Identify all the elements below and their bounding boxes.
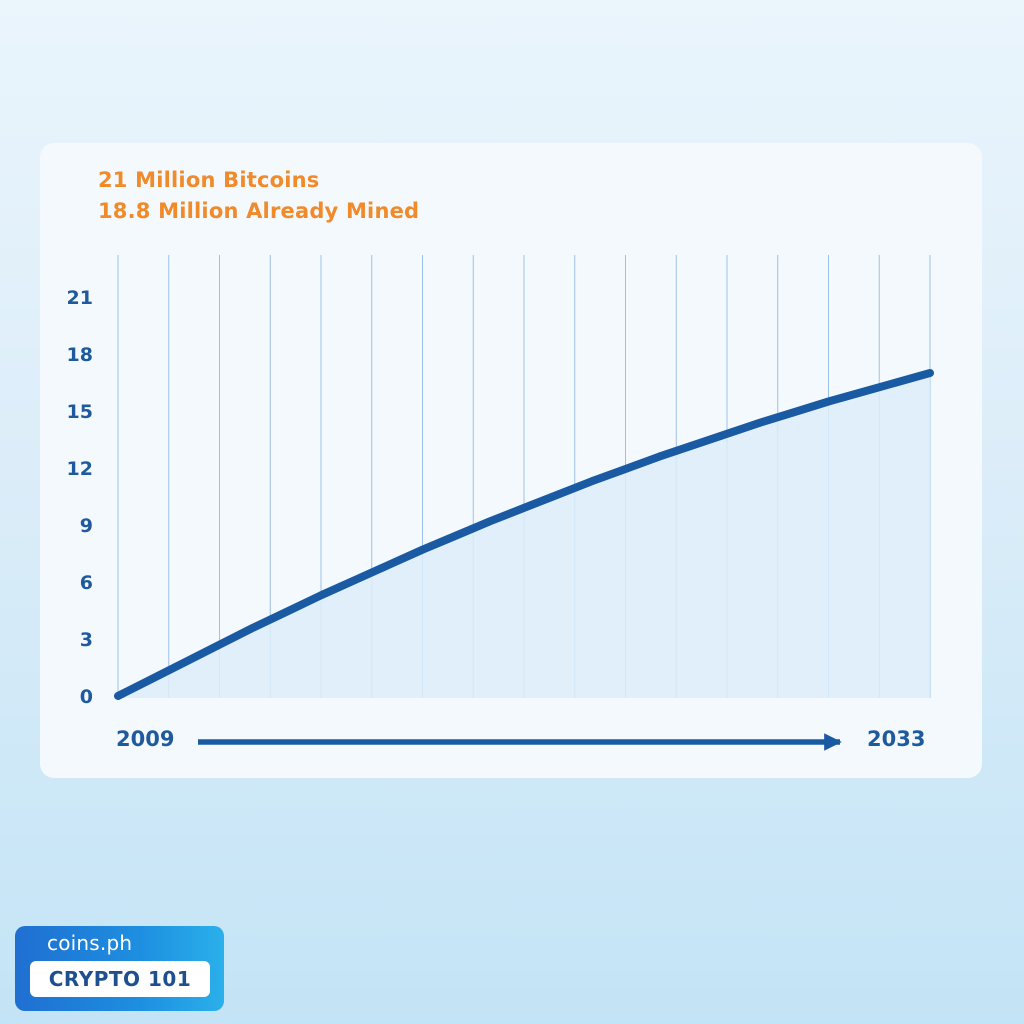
chart-subtitle: 18.8 Million Already Mined: [98, 199, 420, 223]
y-tick-label: 21: [67, 287, 93, 309]
x-end-label: 2033: [867, 727, 926, 751]
y-tick-label: 3: [80, 629, 93, 651]
x-start-label: 2009: [116, 727, 175, 751]
y-tick-label: 6: [80, 572, 93, 594]
chart-title: 21 Million Bitcoins: [98, 168, 320, 192]
area-fill: [118, 373, 930, 698]
y-tick-label: 15: [67, 401, 93, 423]
y-tick-label: 12: [67, 458, 93, 480]
badge-label: CRYPTO 101: [48, 967, 192, 991]
supply-curve-line: [114, 369, 934, 700]
badge-pill: CRYPTO 101: [30, 961, 210, 997]
y-tick-label: 0: [80, 686, 93, 708]
y-tick-label: 9: [80, 515, 93, 537]
y-tick-label: 18: [67, 344, 93, 366]
brand-logo-text: coins.ph: [47, 931, 133, 955]
